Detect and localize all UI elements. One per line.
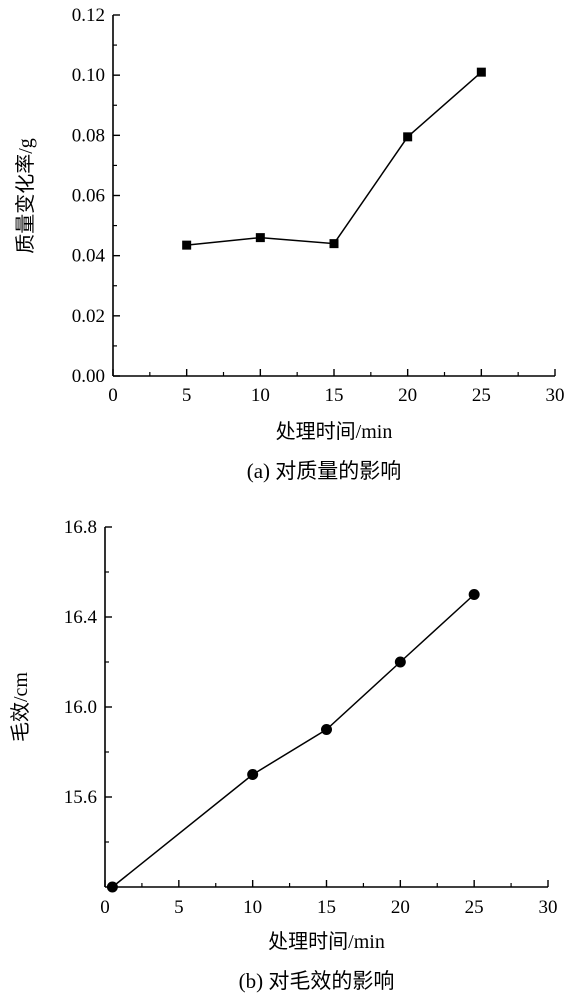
- x-tick-label: 15: [317, 897, 336, 918]
- y-tick-label: 0.02: [72, 306, 105, 327]
- y-tick-label: 16.0: [64, 697, 97, 718]
- data-point: [476, 67, 486, 77]
- chart-b: 0 5 10 15 20 25 30 15.6 16.0 16.4 16.8 处理时间/min 毛效/c…: [9, 517, 558, 993]
- x-tick-label: 0: [100, 897, 110, 918]
- data-point: [255, 233, 265, 243]
- chart-a: 0 5 10 15 20 25 30 0.00 0.02 0.04 0.06 0.08 0.10 0.12…: [14, 5, 565, 483]
- x-tick-label: 30: [546, 385, 565, 406]
- x-tick-label: 25: [465, 897, 484, 918]
- x-tick-label: 0: [108, 385, 118, 406]
- y-tick-label: 0.06: [72, 186, 105, 207]
- data-point: [329, 239, 339, 249]
- x-axis-title: 处理时间/min: [268, 930, 385, 953]
- x-tick-label: 5: [174, 897, 184, 918]
- data-point: [468, 589, 480, 600]
- data-point: [403, 132, 413, 142]
- x-tick-label: 10: [251, 385, 270, 406]
- data-point: [321, 724, 332, 735]
- data-point: [182, 240, 192, 250]
- x-tick-label: 15: [325, 385, 344, 406]
- y-tick-label: 16.4: [64, 607, 98, 628]
- x-tick-label: 25: [472, 385, 491, 406]
- y-axis-title: 质量变化率/g: [14, 138, 37, 254]
- y-tick-label: 15.6: [64, 787, 97, 808]
- data-point: [106, 881, 118, 893]
- chart-caption: (b) 对毛效的影响: [239, 969, 395, 993]
- y-tick-label: 0.08: [72, 125, 105, 146]
- y-tick-label: 0.00: [72, 366, 105, 387]
- y-tick-label: 0.04: [72, 246, 106, 267]
- x-tick-label: 20: [398, 385, 417, 406]
- x-tick-label: 20: [391, 897, 410, 918]
- series-line: [111, 593, 475, 888]
- x-tick-label: 30: [539, 897, 558, 918]
- x-tick-label: 5: [182, 385, 192, 406]
- series-line: [186, 71, 482, 246]
- y-axis-title: 毛效/cm: [9, 672, 32, 742]
- data-point: [247, 769, 259, 780]
- y-tick-label: 0.10: [72, 65, 105, 86]
- y-tick-label: 16.8: [64, 517, 97, 538]
- x-axis-title: 处理时间/min: [276, 420, 393, 443]
- x-tick-label: 10: [243, 897, 262, 918]
- y-tick-label: 0.12: [72, 5, 105, 26]
- data-point: [394, 656, 406, 668]
- chart-caption: (a) 对质量的影响: [247, 459, 402, 483]
